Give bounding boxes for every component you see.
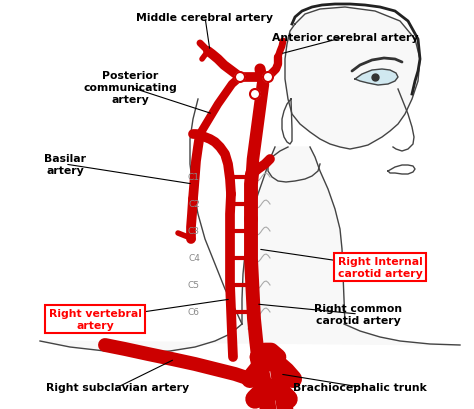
Circle shape [263,73,273,83]
Text: C6: C6 [188,308,200,317]
Text: C4: C4 [188,254,200,263]
Text: Middle cerebral artery: Middle cerebral artery [137,13,273,23]
Text: Right vertebral
artery: Right vertebral artery [48,308,141,330]
Text: Right subclavian artery: Right subclavian artery [46,382,190,392]
Text: C2: C2 [188,200,200,209]
Text: Posterior
communicating
artery: Posterior communicating artery [83,71,177,104]
Text: C3: C3 [188,227,200,236]
Text: C1: C1 [188,173,200,182]
Text: C5: C5 [188,281,200,290]
Circle shape [250,90,260,100]
Polygon shape [355,70,398,86]
Text: Right Internal
carotid artery: Right Internal carotid artery [337,256,422,278]
Polygon shape [40,324,460,353]
Text: Right common
carotid artery: Right common carotid artery [314,303,402,325]
Text: Brachiocephalic trunk: Brachiocephalic trunk [293,382,427,392]
Polygon shape [285,8,420,150]
Circle shape [235,73,245,83]
Text: Anterior cerebral artery: Anterior cerebral artery [272,33,418,43]
Text: Basilar
artery: Basilar artery [44,154,86,175]
Polygon shape [242,148,345,324]
